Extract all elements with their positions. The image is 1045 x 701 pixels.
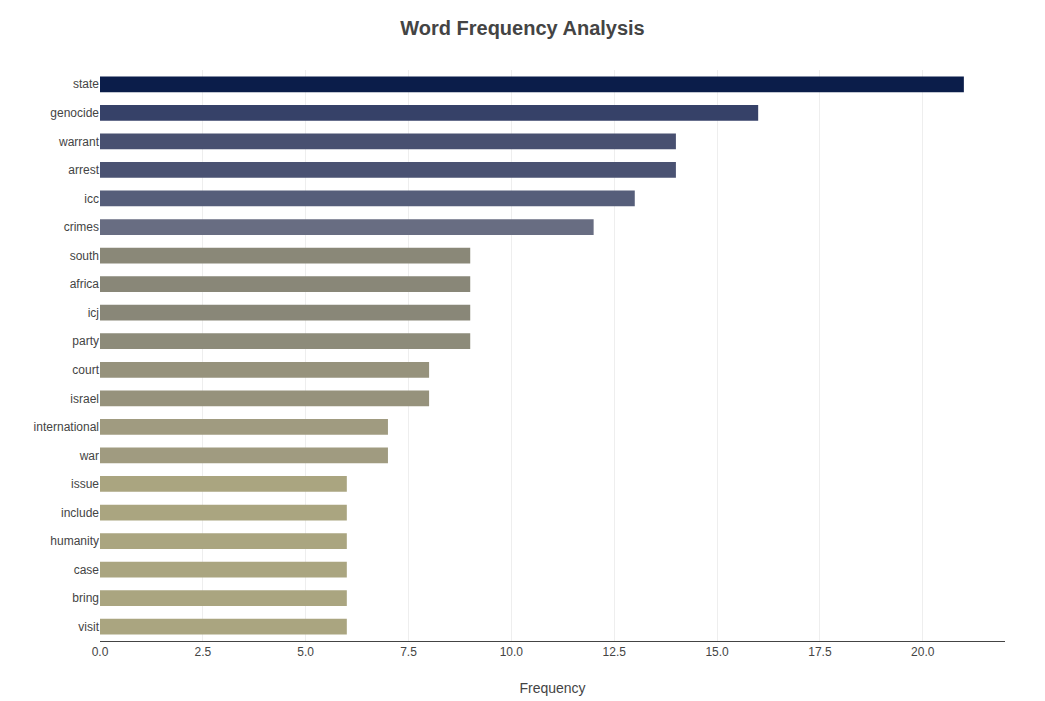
svg-text:south: south (70, 249, 99, 263)
svg-text:humanity: humanity (50, 534, 99, 548)
svg-text:5.0: 5.0 (297, 645, 314, 659)
svg-text:2.5: 2.5 (194, 645, 211, 659)
svg-text:bring: bring (72, 591, 99, 605)
svg-text:15.0: 15.0 (705, 645, 729, 659)
svg-text:party: party (72, 334, 99, 348)
svg-text:Word Frequency Analysis: Word Frequency Analysis (400, 17, 645, 39)
svg-text:state: state (73, 77, 99, 91)
svg-text:include: include (61, 506, 99, 520)
svg-text:africa: africa (70, 277, 100, 291)
svg-text:0.0: 0.0 (92, 645, 109, 659)
svg-text:international: international (34, 420, 99, 434)
svg-text:17.5: 17.5 (808, 645, 832, 659)
svg-text:case: case (74, 563, 100, 577)
svg-text:visit: visit (78, 620, 99, 634)
svg-text:arrest: arrest (68, 163, 99, 177)
svg-text:genocide: genocide (50, 106, 99, 120)
svg-text:10.0: 10.0 (500, 645, 524, 659)
svg-text:icj: icj (88, 306, 99, 320)
svg-text:warrant: warrant (58, 135, 100, 149)
svg-text:issue: issue (71, 477, 99, 491)
svg-text:Frequency: Frequency (519, 680, 585, 696)
svg-text:israel: israel (70, 392, 99, 406)
svg-text:7.5: 7.5 (400, 645, 417, 659)
svg-text:12.5: 12.5 (603, 645, 627, 659)
svg-text:court: court (72, 363, 99, 377)
svg-text:crimes: crimes (64, 220, 99, 234)
svg-text:icc: icc (84, 192, 99, 206)
svg-text:20.0: 20.0 (911, 645, 935, 659)
svg-text:war: war (79, 449, 99, 463)
